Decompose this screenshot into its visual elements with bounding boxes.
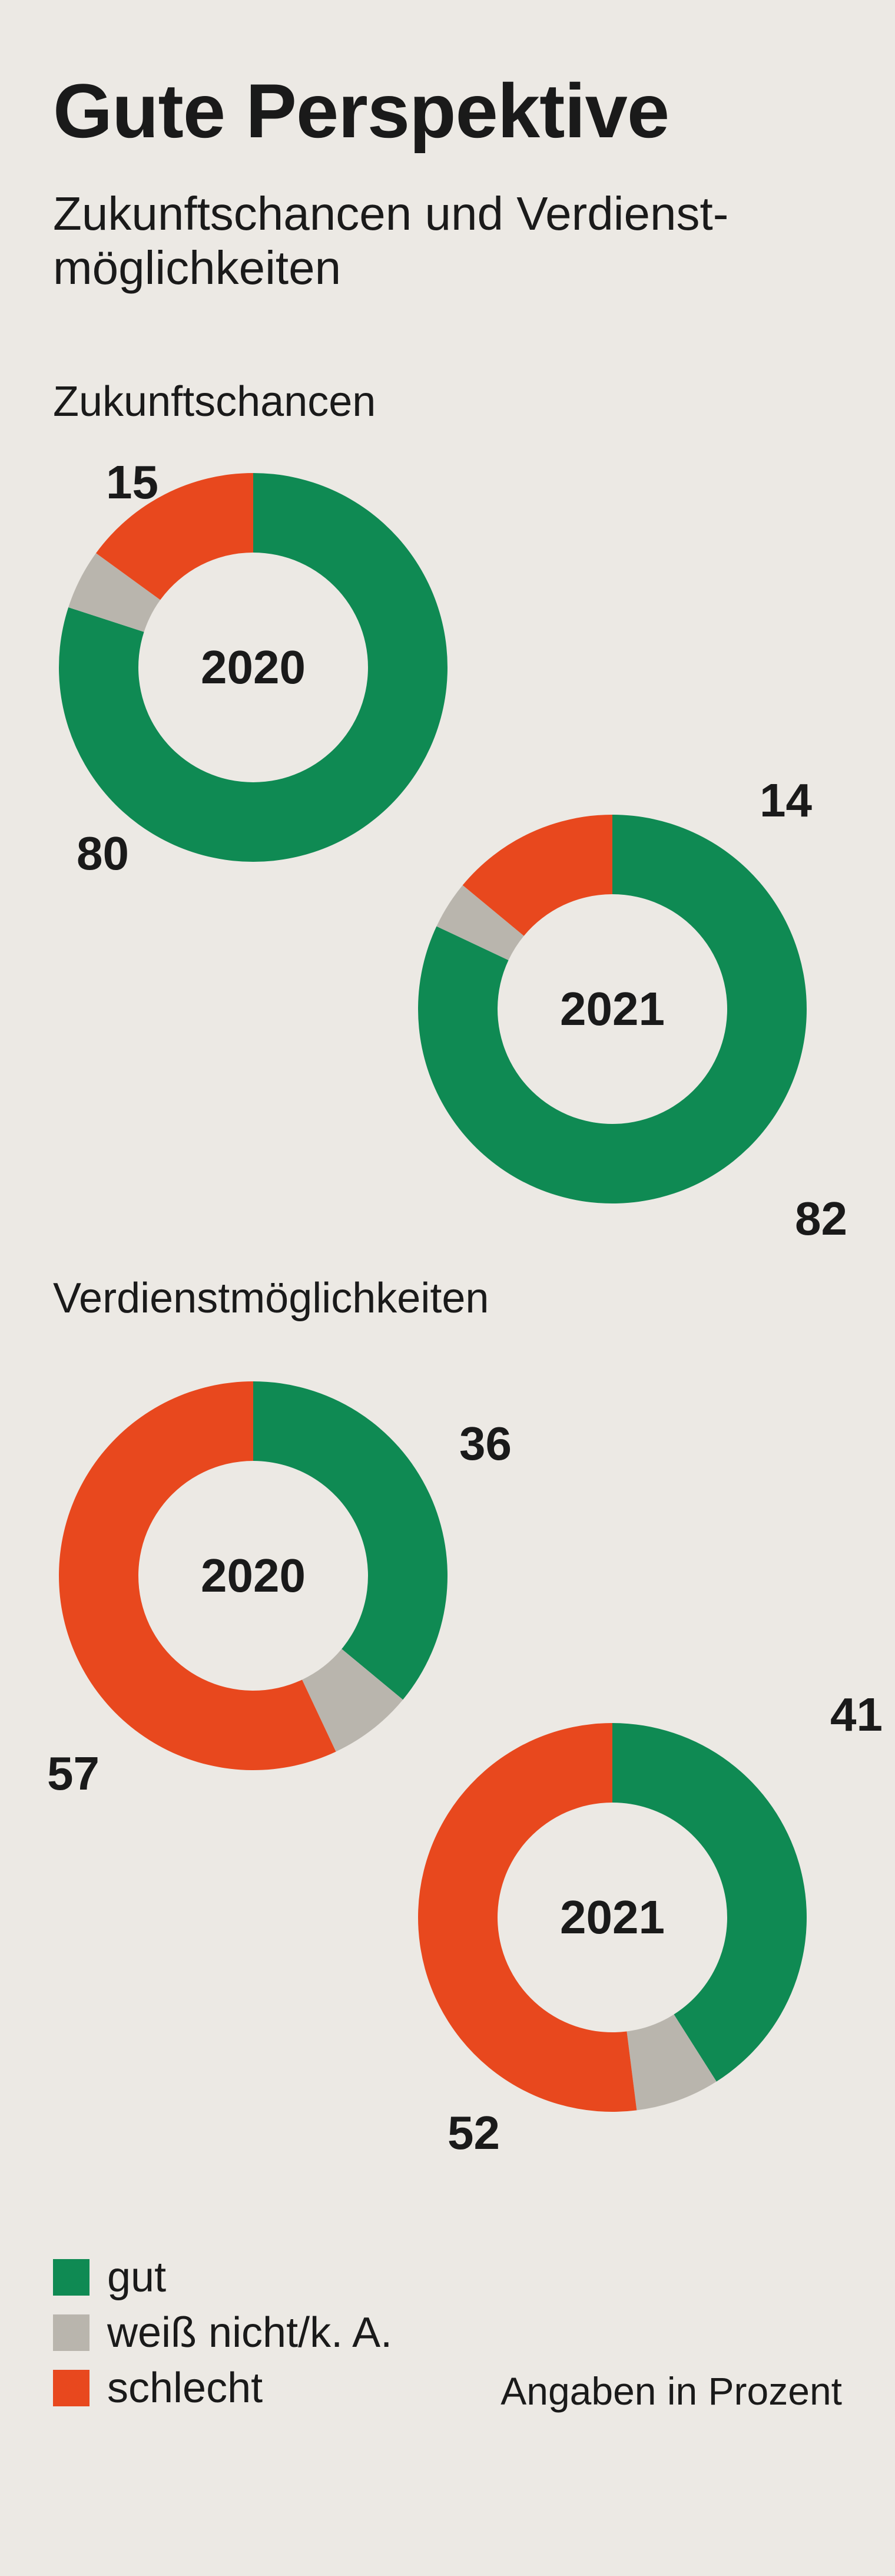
donut-chart: 20218214 xyxy=(418,815,807,1203)
donut-center-label: 2020 xyxy=(201,640,306,695)
donut-value-label: 14 xyxy=(760,773,812,828)
page-subtitle: Zukunftschancen und Verdienst­möglichkei… xyxy=(53,187,842,295)
donut-value-label: 57 xyxy=(47,1747,100,1801)
legend-label: gut xyxy=(107,2253,166,2301)
chart-group: 2020365720214152 xyxy=(53,1358,842,2230)
donut-value-label: 80 xyxy=(77,826,129,881)
legend-label: schlecht xyxy=(107,2364,263,2412)
donut-center-label: 2020 xyxy=(201,1549,306,1603)
footnote: Angaben in Prozent xyxy=(500,2369,842,2413)
donut-center-label: 2021 xyxy=(560,1890,665,1945)
legend-row: weiß nicht/k. A. xyxy=(53,2309,842,2357)
donut-chart: 20214152 xyxy=(418,1723,807,2112)
infographic-page: Gute Perspektive Zukunftschancen und Ver… xyxy=(0,0,895,2514)
donut-value-label: 82 xyxy=(795,1192,847,1246)
legend-row: gut xyxy=(53,2253,842,2301)
section-label: Verdienstmöglichkeiten xyxy=(53,1274,842,1322)
donut-value-label: 15 xyxy=(106,455,158,510)
donut-value-label: 41 xyxy=(830,1688,883,1742)
donut-slice-good xyxy=(253,1381,448,1699)
page-title: Gute Perspektive xyxy=(53,71,842,151)
donut-value-label: 36 xyxy=(459,1417,512,1471)
donut-chart: 20203657 xyxy=(59,1381,448,1770)
donut-chart: 20208015 xyxy=(59,473,448,862)
legend-swatch xyxy=(53,2259,90,2296)
chart-group: 2020801520218214 xyxy=(53,449,842,1274)
donut-center-label: 2021 xyxy=(560,982,665,1036)
section-label: Zukunftschancen xyxy=(53,378,842,426)
legend-swatch xyxy=(53,2370,90,2406)
donut-value-label: 52 xyxy=(448,2106,500,2160)
legend-swatch xyxy=(53,2314,90,2351)
legend-label: weiß nicht/k. A. xyxy=(107,2309,392,2357)
sections-container: Zukunftschancen2020801520218214Verdienst… xyxy=(53,378,842,2230)
